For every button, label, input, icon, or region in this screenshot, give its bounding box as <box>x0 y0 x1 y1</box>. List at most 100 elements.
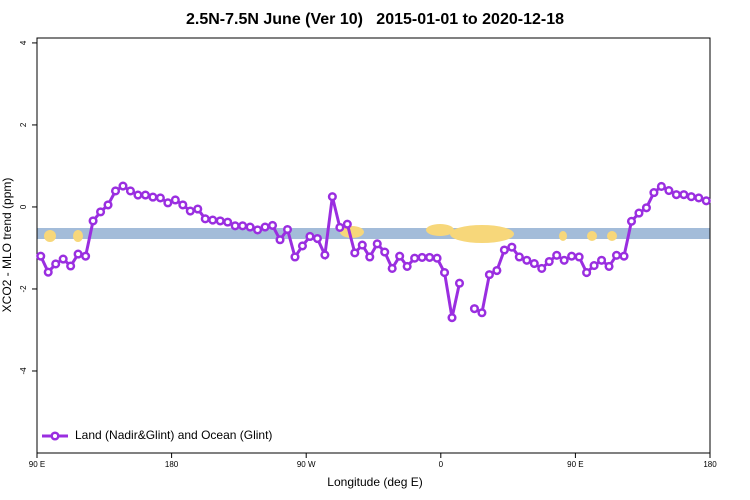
x-axis-label: Longitude (deg E) <box>327 475 422 489</box>
data-point <box>350 248 360 258</box>
legend-marker <box>50 431 60 441</box>
data-point <box>51 259 61 269</box>
data-point <box>380 247 390 257</box>
data-point <box>305 231 315 242</box>
data-point <box>597 255 607 265</box>
data-point <box>133 190 143 200</box>
data-point <box>185 206 195 216</box>
data-point <box>230 221 240 231</box>
data-point <box>178 200 188 210</box>
x-tick-label: 0 <box>439 460 444 469</box>
data-point <box>110 186 121 196</box>
data-point <box>223 217 233 227</box>
map-strip <box>37 224 710 243</box>
data-point <box>499 245 509 255</box>
data-point <box>125 186 136 196</box>
data-point <box>103 200 113 210</box>
data-point <box>701 196 711 206</box>
legend-label: Land (Nadir&Glint) and Ocean (Glint) <box>75 428 272 442</box>
data-point <box>567 251 577 261</box>
data-point <box>425 252 435 262</box>
data-point <box>66 261 76 271</box>
x-tick-label: 90 W <box>297 460 316 469</box>
data-point <box>245 222 255 232</box>
data-point <box>582 268 592 278</box>
data-point <box>118 181 128 191</box>
x-tick-label: 90 E <box>29 460 45 469</box>
data-point <box>395 251 405 261</box>
data-point <box>73 249 83 259</box>
y-tick-label: 0 <box>19 204 28 209</box>
data-point <box>402 261 412 271</box>
data-point <box>432 253 442 263</box>
x-tick-label: 90 E <box>567 460 583 469</box>
data-point <box>200 214 210 224</box>
data-point <box>410 253 420 263</box>
data-point <box>320 250 330 260</box>
data-point <box>268 220 278 230</box>
data-point <box>335 222 345 233</box>
data-point <box>140 190 150 200</box>
data-point <box>492 265 502 276</box>
x-tick-label: 180 <box>165 460 179 469</box>
data-point <box>148 192 158 202</box>
data-point <box>626 216 637 226</box>
data-point <box>365 252 375 262</box>
data-point <box>641 203 651 213</box>
data-point <box>477 308 487 318</box>
data-point <box>447 313 457 323</box>
data-point <box>664 185 674 196</box>
data-point <box>290 252 300 262</box>
plot-frame <box>36 37 711 454</box>
data-point <box>163 198 173 208</box>
data-point <box>260 222 270 232</box>
x-tick-label: 180 <box>703 460 717 469</box>
data-point <box>537 263 547 274</box>
data-point <box>454 278 465 288</box>
data-point <box>215 216 225 226</box>
data-point <box>589 261 599 271</box>
data-point <box>529 258 539 269</box>
data-point <box>96 207 106 217</box>
y-axis-label: XCO2 - MLO trend (ppm) <box>0 178 14 313</box>
data-point <box>43 267 53 277</box>
data-point <box>514 252 524 262</box>
data-point <box>417 252 427 262</box>
data-point <box>387 263 397 274</box>
data-point <box>193 204 203 214</box>
data-point <box>208 215 218 225</box>
data-point <box>522 255 532 265</box>
data-point <box>155 193 165 203</box>
data-point <box>507 242 517 252</box>
data-point <box>611 250 622 260</box>
data-point <box>372 239 382 249</box>
series-line <box>39 184 707 318</box>
data-point <box>552 250 562 260</box>
y-tick-label: -4 <box>19 367 28 375</box>
data-point <box>574 252 584 262</box>
data-point <box>679 190 689 200</box>
data-point <box>238 221 248 231</box>
data-point <box>686 192 696 202</box>
data-point <box>559 255 569 265</box>
data-point <box>544 256 554 267</box>
data-point <box>282 224 293 235</box>
data-point <box>58 254 68 264</box>
chart-title: 2.5N-7.5N June (Ver 10) 2015-01-01 to 20… <box>186 11 564 28</box>
data-point <box>671 190 681 200</box>
data-point <box>170 195 180 205</box>
y-tick-label: -2 <box>19 285 28 293</box>
data-point <box>342 219 352 229</box>
data-point <box>88 216 98 226</box>
data-point <box>253 225 263 235</box>
data-point <box>439 268 450 278</box>
data-point <box>694 193 704 203</box>
data-point <box>36 251 46 261</box>
data-point <box>656 181 666 191</box>
data-point <box>81 251 91 261</box>
data-point <box>604 261 614 271</box>
data-point <box>357 240 367 250</box>
data-point <box>297 241 308 251</box>
y-tick-label: 4 <box>19 40 28 45</box>
